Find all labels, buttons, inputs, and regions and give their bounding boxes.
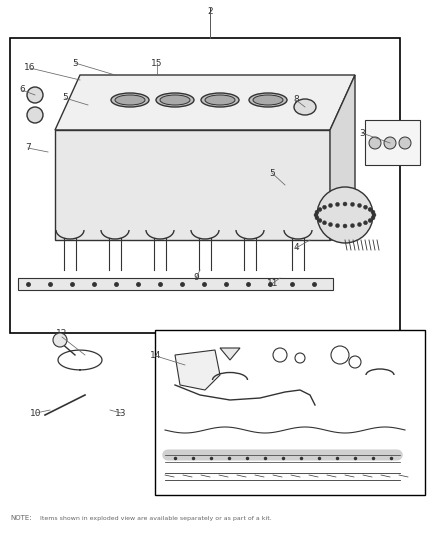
Circle shape [315,216,319,220]
Ellipse shape [156,93,194,107]
Bar [10,38,400,333]
Circle shape [364,221,367,225]
Circle shape [384,137,396,149]
Circle shape [357,222,361,227]
Circle shape [328,222,332,227]
Text: 5: 5 [72,59,78,68]
Circle shape [371,216,375,220]
Text: 13: 13 [115,408,127,417]
Text: 7: 7 [25,143,31,152]
Text: 5: 5 [269,168,275,177]
Ellipse shape [205,95,235,105]
Circle shape [336,224,339,228]
Circle shape [368,219,372,222]
Circle shape [343,202,347,206]
Circle shape [336,203,339,206]
Circle shape [328,204,332,207]
Text: 15: 15 [151,59,163,68]
Circle shape [350,203,354,206]
Text: 10: 10 [30,408,42,417]
Circle shape [371,210,375,214]
Text: 11: 11 [267,279,279,287]
Circle shape [53,333,67,347]
Bar [18,278,333,290]
Circle shape [318,219,322,222]
Circle shape [318,207,322,212]
Ellipse shape [115,95,145,105]
Polygon shape [220,348,240,360]
Text: 14: 14 [150,351,162,360]
Text: Items shown in exploded view are available separately or as part of a kit.: Items shown in exploded view are availab… [40,516,272,521]
Polygon shape [330,75,355,240]
Text: 4: 4 [293,244,299,253]
Circle shape [368,207,372,212]
Ellipse shape [160,95,190,105]
Circle shape [350,224,354,228]
Text: 8: 8 [293,95,299,104]
Circle shape [357,204,361,207]
Circle shape [322,205,326,209]
Text: NOTE:: NOTE: [10,515,32,521]
Text: 16: 16 [24,63,36,72]
Text: 3: 3 [359,128,365,138]
Circle shape [343,224,347,228]
Polygon shape [55,130,330,240]
Text: 6: 6 [19,85,25,94]
Circle shape [27,107,43,123]
Circle shape [364,205,367,209]
Ellipse shape [253,95,283,105]
Polygon shape [175,350,220,390]
Ellipse shape [111,93,149,107]
Circle shape [399,137,411,149]
Ellipse shape [249,93,287,107]
Circle shape [317,187,373,243]
Circle shape [322,221,326,225]
Bar [365,120,420,165]
Text: 5: 5 [62,93,68,102]
Circle shape [315,210,319,214]
Circle shape [27,87,43,103]
Circle shape [372,213,376,217]
Polygon shape [55,75,355,130]
Bar [155,330,425,495]
Text: 2: 2 [207,7,213,17]
Text: 9: 9 [193,273,199,282]
Text: 12: 12 [57,328,68,337]
Ellipse shape [294,99,316,115]
Circle shape [369,137,381,149]
Circle shape [314,213,318,217]
Ellipse shape [201,93,239,107]
